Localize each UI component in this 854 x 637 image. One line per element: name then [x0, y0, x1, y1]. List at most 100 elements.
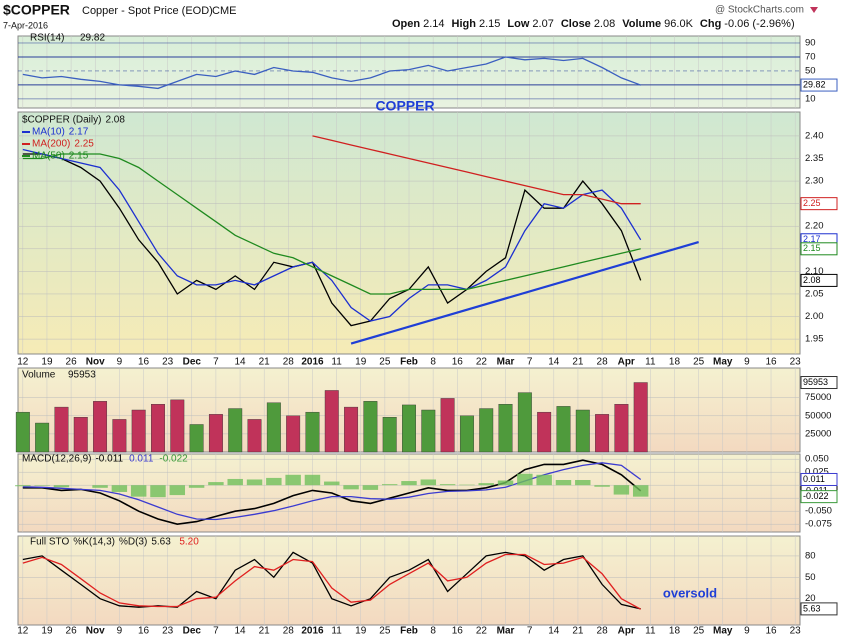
- histogram-bar: [575, 480, 591, 486]
- volume-bar: [112, 419, 127, 453]
- x-tick-label: 25: [693, 357, 705, 368]
- quote-label: Low: [507, 18, 529, 30]
- histogram-bar: [188, 485, 205, 488]
- y-tick-label: 2.10: [805, 266, 824, 277]
- y-tick-label: 0.050: [805, 454, 829, 465]
- x-tick-label: 16: [765, 357, 777, 368]
- y-tick-label: 2.30: [805, 176, 824, 187]
- value-tag-label: 2.25: [803, 198, 821, 208]
- histogram-bar: [34, 485, 50, 486]
- trendline: [350, 240, 699, 345]
- x-tick-label: 19: [355, 357, 367, 368]
- volume-bar: [479, 408, 494, 453]
- x-tick-label: 11: [331, 357, 342, 368]
- x-tick-label: 23: [790, 626, 802, 637]
- legend-label: MACD(12,26,9): [22, 454, 91, 465]
- histogram-bar: [150, 485, 166, 498]
- legend-value: 2.08: [105, 115, 125, 126]
- x-tick-label: 18: [669, 357, 681, 368]
- histogram-bar: [324, 481, 340, 486]
- histogram-bar: [343, 485, 359, 490]
- histogram-bar: [15, 485, 31, 487]
- quote-label: High: [452, 18, 477, 30]
- x-tick-label: 16: [138, 357, 150, 368]
- series-line: [22, 153, 642, 327]
- legend-value: 0.011: [129, 454, 154, 465]
- y-tick-label: 50: [805, 65, 816, 76]
- volume-bar: [363, 401, 378, 453]
- x-tick-label: 25: [379, 357, 391, 368]
- legend-value: 2.15: [69, 151, 89, 162]
- volume-bar: [93, 401, 108, 453]
- x-tick-label: 7: [213, 357, 219, 368]
- x-tick-label: 16: [452, 357, 464, 368]
- quote-label: Close: [561, 18, 591, 30]
- y-tick-label: 2.35: [805, 153, 824, 164]
- source: @ StockCharts.com: [715, 5, 804, 16]
- histogram-bar: [53, 485, 70, 488]
- quote-value: 96.0K: [664, 18, 693, 30]
- x-tick-label: 8: [430, 357, 436, 368]
- x-tick-label: Dec: [183, 357, 202, 368]
- histogram-bar: [459, 484, 475, 486]
- x-tick-label: 11: [331, 626, 342, 637]
- histogram-bar: [246, 479, 263, 486]
- x-tick-label: 23: [162, 357, 174, 368]
- volume-bar: [35, 422, 50, 453]
- x-tick-label: 2016: [301, 357, 324, 368]
- value-tag-label: 5.63: [803, 603, 821, 613]
- series-line: [22, 153, 641, 295]
- legend-label: Full STO: [30, 537, 69, 548]
- x-tick-label: 12: [17, 626, 29, 637]
- legend-label: Volume: [22, 370, 56, 381]
- value-tag: [800, 273, 838, 287]
- series-line: [22, 553, 642, 610]
- histogram-bar: [111, 485, 128, 492]
- histogram-bar: [632, 485, 649, 497]
- volume-bar: [189, 424, 204, 453]
- legend-label: $COPPER (Daily): [22, 115, 101, 126]
- legend-value: -0.011: [95, 454, 123, 465]
- x-tick-label: 25: [379, 626, 391, 637]
- volume-bar: [537, 411, 552, 453]
- histogram-bar: [227, 478, 243, 486]
- legend-value: 2.17: [69, 127, 89, 138]
- x-tick-label: Feb: [400, 357, 418, 368]
- x-tick-label: Nov: [86, 357, 105, 368]
- chart-title: COPPER: [375, 98, 434, 114]
- volume-bar: [498, 404, 513, 453]
- volume-bar: [247, 419, 262, 453]
- x-tick-label: 22: [476, 357, 488, 368]
- volume-bar: [459, 415, 474, 453]
- volume-bar: [131, 409, 146, 453]
- value-tag-label: 95953: [803, 377, 828, 387]
- y-tick-label: 70: [805, 51, 816, 62]
- quote-value: 2.15: [479, 18, 500, 30]
- value-tag-label: 2.08: [803, 275, 821, 285]
- volume-bar: [556, 406, 571, 453]
- legend-label: %K(14,3): [73, 537, 115, 548]
- x-tick-label: 9: [117, 626, 123, 637]
- x-tick-label: 19: [355, 626, 367, 637]
- histogram-bar: [517, 473, 533, 486]
- series-line: [22, 148, 642, 322]
- histogram-bar: [208, 482, 224, 486]
- quote-label: Open: [392, 18, 420, 30]
- histogram-bar: [555, 480, 572, 486]
- value-tag-label: 2.17: [803, 234, 821, 244]
- y-tick-label: -0.050: [805, 506, 832, 517]
- value-tag: [800, 490, 838, 504]
- volume-bar: [440, 398, 455, 453]
- value-tag: [800, 242, 838, 256]
- x-tick-label: 19: [41, 357, 53, 368]
- volume-bar: [208, 414, 223, 453]
- x-tick-label: May: [713, 626, 733, 637]
- histogram-bar: [92, 485, 108, 488]
- legend-label: MA(200): [32, 139, 70, 150]
- y-tick-label: 10: [805, 93, 816, 104]
- histogram-bar: [497, 480, 514, 486]
- x-tick-label: 12: [17, 357, 29, 368]
- x-tick-label: 16: [452, 626, 464, 637]
- x-tick-label: Feb: [400, 626, 418, 637]
- volume-bar: [228, 408, 243, 453]
